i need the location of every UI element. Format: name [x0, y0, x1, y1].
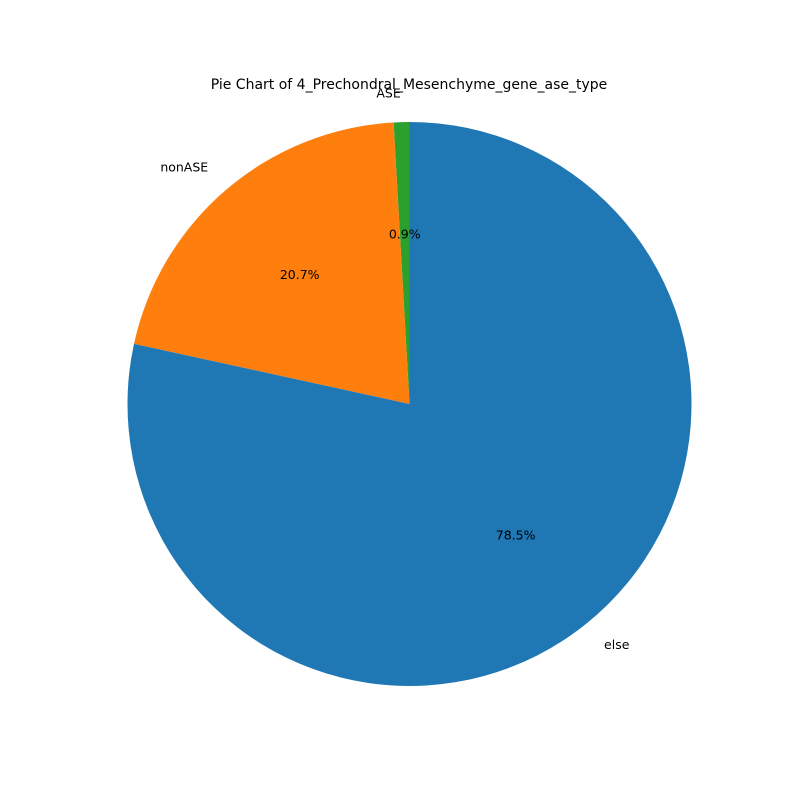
slice-percent-nonase: 20.7% — [280, 267, 320, 282]
pie-slice-ase — [393, 122, 410, 404]
slice-label-ase: ASE — [376, 85, 400, 100]
slice-percent-else: 78.5% — [496, 527, 536, 542]
pie-labels: ASE 0.9% nonASE 20.7% else 78.5% — [160, 85, 629, 652]
slice-label-nonase: nonASE — [160, 159, 208, 174]
pie-slice-else — [127, 122, 692, 686]
slice-label-else: else — [604, 637, 630, 652]
chart-title: Pie Chart of 4_Prechondral_Mesenchyme_ge… — [211, 77, 608, 93]
pie-slices — [127, 122, 692, 686]
pie-slice-nonase — [133, 122, 410, 404]
slice-percent-ase: 0.9% — [389, 226, 421, 241]
